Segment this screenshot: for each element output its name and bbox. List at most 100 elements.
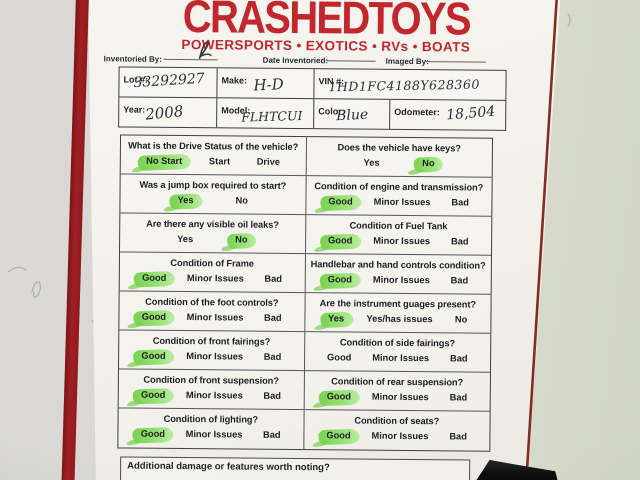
- question-cell: Condition of Fuel Tank Good Minor Issues B…: [305, 215, 492, 256]
- odometer-cell: Odometer: 18,504: [389, 99, 506, 130]
- date-inventoried-blank: [325, 50, 376, 62]
- form-content: CRASHEDTOYS POWERSPORTS • EXOTICS • RVs …: [92, 0, 546, 480]
- question-options: Good Minor Issues Bad: [120, 267, 305, 292]
- question-options: Yes No: [306, 152, 492, 177]
- question-cell: Condition of front suspension? Good Minor…: [118, 369, 305, 411]
- option-good: Good: [326, 391, 352, 402]
- option-start: Start: [208, 155, 231, 167]
- question-cell: Are the instrument guages present? Yes Ye…: [304, 293, 491, 334]
- inspection-question-table: What is the Drive Status of the vehicle?…: [117, 134, 494, 452]
- option-yes: Yes: [177, 233, 194, 244]
- year-label: Year:: [123, 104, 146, 115]
- question-options: Good Minor Issues Bad: [119, 384, 304, 409]
- question-cell: Condition of Frame Good Minor Issues Bad: [119, 252, 306, 294]
- question-cell: Condition of engine and transmission? Go…: [305, 176, 492, 217]
- model-value: FLHTCUI: [241, 107, 303, 125]
- option-bad: Bad: [451, 197, 470, 208]
- question-options: Good Minor Issues Bad: [304, 425, 490, 451]
- option-good: Good: [141, 311, 167, 322]
- question-cell: Condition of rear suspension? Good Minor …: [304, 371, 490, 412]
- question-options: Yes No: [120, 189, 305, 214]
- option-good: Good: [328, 235, 353, 246]
- option-good: Good: [326, 430, 351, 441]
- option-bad: Bad: [449, 431, 467, 442]
- option-good: Good: [327, 352, 352, 363]
- question-options: Good Minor Issues Bad: [304, 386, 490, 411]
- imaged-by-label: Imaged By:: [385, 56, 429, 67]
- odometer-value: 18,504: [445, 103, 496, 124]
- option-no-start: No Start: [146, 155, 183, 166]
- option-bad: Bad: [451, 236, 469, 247]
- question-options: Good Minor Issues Bad: [119, 306, 304, 331]
- option-bad: Bad: [262, 429, 281, 441]
- option-minor-issues: Minor Issues: [373, 196, 431, 207]
- question-cell: Handlebar and hand controls condition? G…: [305, 254, 491, 295]
- color-cell: Color: Blue: [313, 99, 390, 129]
- question-options: Yes Yes/has issues No: [305, 308, 491, 333]
- option-no: No: [454, 314, 468, 325]
- lot-number-cell: Lot #: 33292927: [119, 67, 216, 97]
- imaged-by-blank: [425, 51, 486, 63]
- lot-number-value: 33292927: [133, 70, 206, 92]
- option-minor-issues: Minor Issues: [373, 235, 431, 246]
- option-minor-issues: Minor Issues: [372, 274, 430, 285]
- option-bad: Bad: [263, 351, 282, 362]
- option-no: No: [422, 157, 435, 168]
- option-minor-issues: Minor Issues: [185, 429, 243, 440]
- model-cell: Model: FLHTCUI: [216, 98, 314, 129]
- question-cell: What is the Drive Status of the vehicle?…: [120, 135, 307, 177]
- option-yes: Yes: [177, 194, 194, 205]
- question-options: Good Minor Issues Bad: [305, 269, 491, 294]
- option-minor-issues: Minor Issues: [372, 352, 430, 363]
- date-inventoried-label: Date Inventoried:: [262, 55, 329, 66]
- option-good: Good: [141, 389, 166, 400]
- option-no: No: [235, 234, 248, 245]
- question-options: Good Minor Issues Bad: [119, 345, 304, 370]
- option-drive: Drive: [256, 156, 281, 167]
- option-good: Good: [141, 350, 166, 361]
- option-bad: Bad: [264, 273, 283, 284]
- option-bad: Bad: [263, 390, 281, 401]
- handwritten-initial-mark: [198, 41, 212, 59]
- option-yes: Yes: [328, 313, 345, 324]
- question-cell: Does the vehicle have keys? Yes No: [306, 137, 493, 178]
- question-options: Good Minor Issues Bad: [306, 230, 492, 255]
- option-bad: Bad: [449, 392, 468, 403]
- question-cell: Are there any visible oil leaks? Yes No: [120, 213, 306, 255]
- option-yes-has-issues: Yes/has issues: [366, 313, 433, 324]
- year-value: 2008: [144, 102, 185, 124]
- option-minor-issues: Minor Issues: [371, 391, 429, 402]
- option-bad: Bad: [449, 353, 468, 364]
- make-label: Make:: [221, 75, 248, 86]
- vin-value: 1HD1FC4188Y628360: [328, 76, 480, 95]
- question-options: Yes No: [120, 228, 305, 253]
- option-bad: Bad: [264, 312, 282, 323]
- question-cell: Condition of seats? Good Minor Issues Bad: [304, 410, 490, 451]
- option-minor-issues: Minor Issues: [186, 311, 244, 323]
- question-cell: Condition of lighting? Good Minor Issues B…: [118, 408, 305, 450]
- brand-logo: CRASHEDTOYS: [182, 0, 471, 45]
- option-minor-issues: Minor Issues: [371, 430, 429, 442]
- year-cell: Year: 2008: [119, 97, 216, 127]
- option-no: No: [235, 195, 248, 206]
- option-good: Good: [142, 272, 167, 283]
- color-value: Blue: [335, 106, 369, 125]
- odometer-label: Odometer:: [394, 106, 440, 118]
- question-cell: Was a jump box required to start? Yes No: [120, 174, 307, 216]
- option-bad: Bad: [450, 275, 469, 286]
- question-options: No Start Start Drive: [121, 150, 306, 175]
- question-cell: Condition of front fairings? Good Minor I…: [118, 330, 305, 372]
- option-minor-issues: Minor Issues: [186, 272, 244, 284]
- vin-cell: VIN #: 1HD1FC4188Y628360: [313, 69, 506, 100]
- vehicle-info-table: Lot #: 33292927 Make: H-D VIN #: 1HD1FC4…: [118, 66, 507, 131]
- option-good: Good: [140, 428, 166, 440]
- option-yes: Yes: [363, 157, 380, 168]
- additional-notes-label: Additional damage or features worth noti…: [127, 460, 330, 474]
- question-options: Good Minor Issues Bad: [304, 347, 490, 372]
- option-minor-issues: Minor Issues: [185, 389, 243, 401]
- make-cell: Make: H-D: [216, 68, 314, 99]
- option-minor-issues: Minor Issues: [186, 350, 244, 362]
- question-options: Good Minor Issues Bad: [118, 423, 303, 449]
